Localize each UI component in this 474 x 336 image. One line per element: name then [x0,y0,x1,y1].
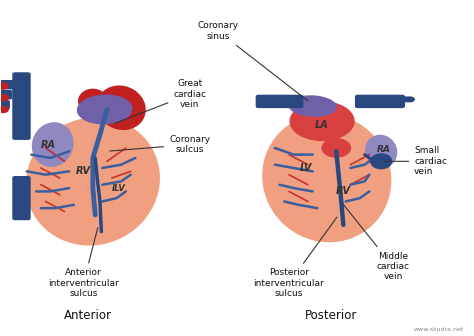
Ellipse shape [400,97,410,102]
Ellipse shape [405,97,414,102]
Text: Great
cardiac
vein: Great cardiac vein [114,80,206,124]
Text: ILV: ILV [112,183,126,193]
Ellipse shape [366,135,397,167]
Ellipse shape [79,89,107,113]
Text: www.skudra.net: www.skudra.net [413,327,464,332]
Ellipse shape [27,118,159,245]
Text: Coronary
sinus: Coronary sinus [198,22,308,101]
FancyBboxPatch shape [0,91,11,99]
Text: Posterior
interventricular
sulcus: Posterior interventricular sulcus [254,217,337,298]
Ellipse shape [33,123,73,166]
FancyBboxPatch shape [13,177,30,219]
FancyBboxPatch shape [356,95,404,108]
FancyBboxPatch shape [0,81,16,89]
Text: LV: LV [300,163,312,173]
Ellipse shape [393,97,402,102]
Text: LA: LA [315,120,329,129]
Ellipse shape [97,86,145,129]
Text: RV: RV [76,166,91,176]
FancyBboxPatch shape [13,73,30,139]
Ellipse shape [290,102,354,140]
FancyBboxPatch shape [256,95,303,108]
Text: Coronary
sulcus: Coronary sulcus [110,135,210,154]
Text: Middle
cardiac
vein: Middle cardiac vein [343,204,410,282]
Ellipse shape [0,107,8,113]
Ellipse shape [0,83,8,89]
Text: Small
cardiac
vein: Small cardiac vein [384,146,447,176]
Text: RA: RA [40,139,55,150]
Text: RV: RV [336,186,351,197]
Text: Anterior
interventricular
sulcus: Anterior interventricular sulcus [48,227,119,298]
FancyBboxPatch shape [0,101,9,109]
Circle shape [371,154,392,169]
Text: Posterior: Posterior [305,309,358,322]
Text: Anterior: Anterior [64,309,112,322]
Ellipse shape [263,115,391,242]
Text: RA: RA [376,145,391,154]
Ellipse shape [0,95,8,101]
Ellipse shape [322,139,350,157]
Ellipse shape [289,96,336,116]
Ellipse shape [78,95,132,124]
